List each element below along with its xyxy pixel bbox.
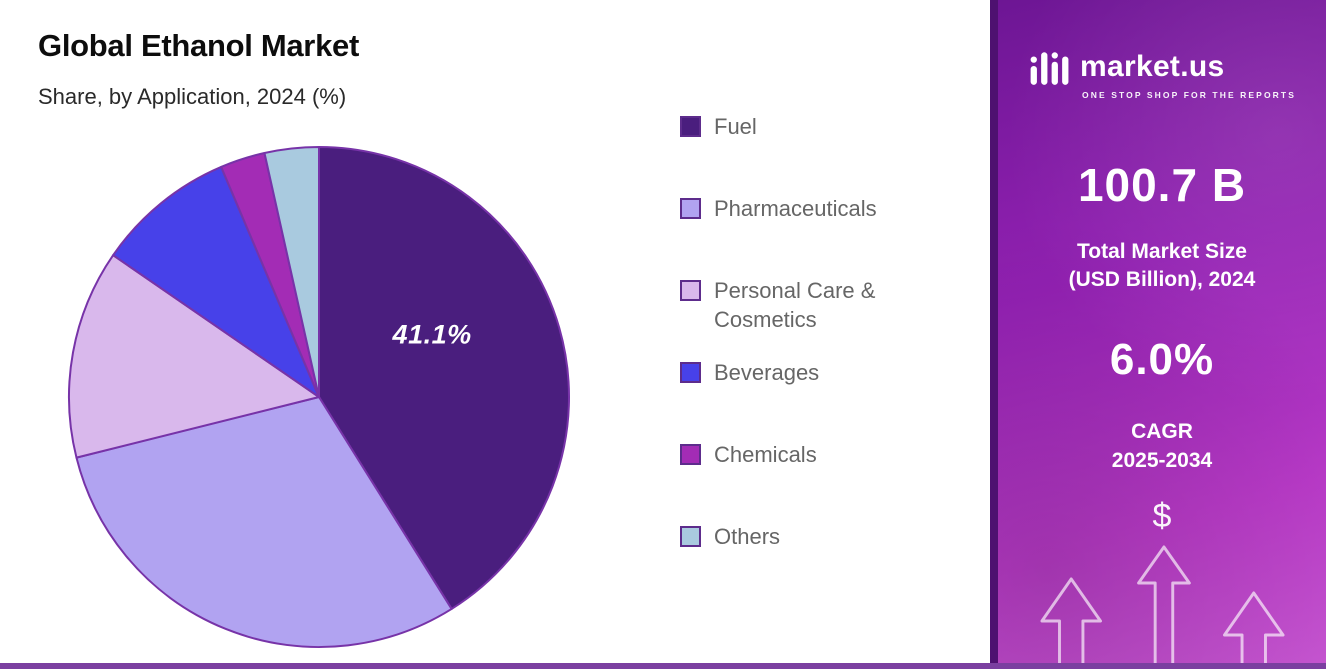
pie-slice-others (263, 146, 320, 398)
legend-item-beverages: Beverages (680, 358, 936, 440)
legend-item-personal-care-cosmetics: Personal Care & Cosmetics (680, 276, 936, 358)
growth-arrows-icon (1040, 545, 1285, 669)
legend-swatch-beverages (680, 362, 701, 383)
cagr-label-line2: 2025-2034 (1111, 449, 1213, 473)
legend-item-chemicals: Chemicals (680, 440, 936, 522)
pie-slice-value-label: 41.1% (392, 319, 472, 350)
marketus-logo-tagline: ONE STOP SHOP FOR THE REPORTS (1082, 90, 1296, 100)
legend: Fuel Pharmaceuticals Personal Care & Cosme… (680, 112, 936, 604)
marketus-logo-text: market.us (1080, 50, 1225, 83)
marketus-logo-icon (1030, 52, 1069, 85)
pie-slice-personal-care-cosmetics (68, 254, 320, 459)
legend-label: Fuel (714, 114, 757, 139)
legend-item-others: Others (680, 522, 936, 604)
pie-slice-fuel (318, 146, 570, 610)
legend-swatch-pharmaceuticals (680, 198, 701, 219)
legend-label: Others (714, 524, 781, 549)
pie-slice-beverages (112, 165, 320, 398)
legend-label: Personal Care & Cosmetics (714, 278, 876, 333)
legend-item-fuel: Fuel (680, 112, 936, 194)
legend-swatch-others (680, 526, 701, 547)
cagr-label-line1: CAGR (1131, 419, 1193, 443)
legend-swatch-fuel (680, 116, 701, 137)
pie-chart: 41.1% (62, 140, 576, 654)
cagr-value: 6.0% (1109, 334, 1215, 384)
legend-item-pharmaceuticals: Pharmaceuticals (680, 194, 936, 276)
dollar-icon: $ (1152, 497, 1172, 536)
pie-chart-svg (68, 146, 570, 648)
legend-swatch-personal-care-cosmetics (680, 280, 701, 301)
market-size-label-line1: Total Market Size (1076, 240, 1247, 263)
cagr-label: CAGR 2025-2034 (1112, 417, 1212, 476)
market-size-value: 100.7 B (1077, 159, 1247, 211)
legend-label: Pharmaceuticals (714, 196, 877, 221)
pie-slice-pharmaceuticals (75, 396, 453, 648)
legend-swatch-chemicals (680, 444, 701, 465)
side-panel: market.us ONE STOP SHOP FOR THE REPORTS … (990, 0, 1326, 669)
chart-subtitle: Share, by Application, 2024 (%) (38, 84, 347, 109)
bottom-accent-bar (0, 663, 1326, 669)
marketus-logo: market.us ONE STOP SHOP FOR THE REPORTS (1028, 46, 1296, 100)
market-size-label-line2: (USD Billion), 2024 (1068, 268, 1256, 292)
market-size-label: Total Market Size (USD Billion), 2024 (1069, 238, 1256, 295)
chart-title: Global Ethanol Market (38, 28, 359, 63)
legend-label: Chemicals (714, 442, 817, 467)
legend-label: Beverages (714, 360, 820, 385)
